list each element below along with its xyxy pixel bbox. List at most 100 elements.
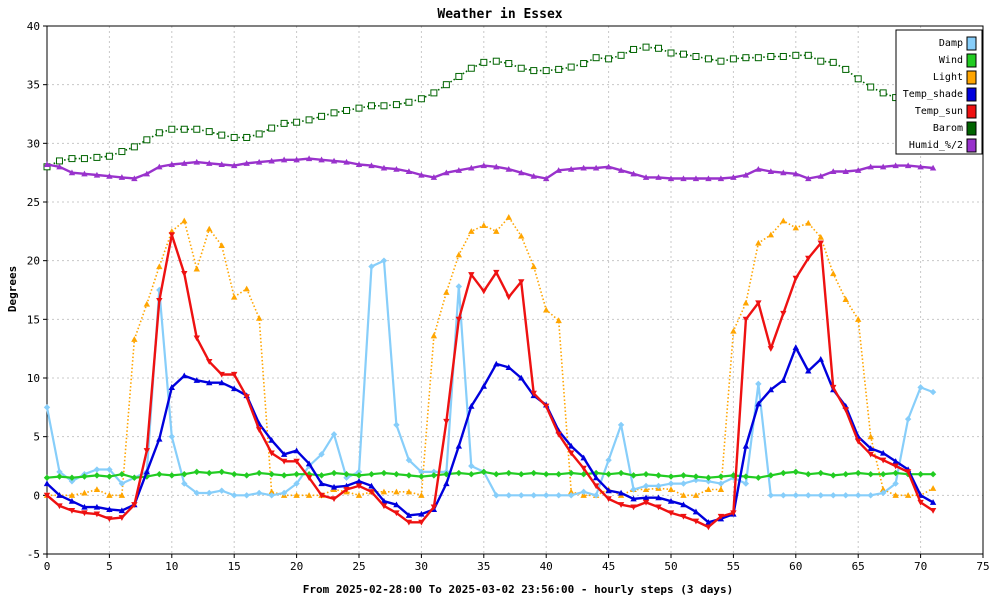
series-damp-point: [543, 492, 550, 499]
series-damp-point: [93, 466, 101, 473]
series-humid-2-point: [280, 156, 288, 163]
series-humid-2-point: [143, 170, 151, 177]
series-wind-point: [355, 472, 363, 479]
series-damp-point: [605, 456, 612, 464]
legend-light-swatch: [966, 70, 977, 85]
series-temp-shade-point: [892, 458, 899, 464]
series-wind-point: [805, 471, 812, 478]
series-temp-sun-point: [780, 310, 787, 317]
legend: Damp Wind Light Temp_shade Temp_sun Barom Humi…: [895, 29, 983, 155]
series-barom-point: [829, 58, 837, 66]
series-humid-2-point: [443, 169, 450, 176]
series-wind-point: [493, 471, 500, 478]
series-temp-shade-point: [605, 487, 612, 494]
series-damp-point: [680, 480, 687, 487]
series-wind-point: [780, 469, 787, 477]
series-light-point: [93, 486, 101, 493]
x-tick-label: 65: [852, 560, 865, 573]
y-tick-label: 0: [33, 489, 40, 502]
series-light-point: [106, 492, 113, 498]
series-wind: [43, 468, 937, 481]
legend-damp-swatch: [966, 36, 977, 51]
series-light-point: [543, 306, 550, 313]
series-temp-sun-point: [393, 510, 400, 517]
legend-wind-label: Wind: [939, 55, 963, 66]
series-humid-2-point: [705, 175, 712, 182]
series-barom-point: [567, 63, 575, 71]
series-temp-shade-point: [630, 495, 637, 502]
series-barom-point: [817, 57, 825, 65]
series-light-point: [443, 289, 450, 295]
series-wind-point: [530, 469, 537, 477]
series-temp-sun-point: [730, 510, 737, 517]
series-humid-2-point: [904, 162, 912, 169]
x-tick-label: 50: [664, 560, 677, 573]
series-temp-sun-point: [181, 271, 188, 277]
series-damp-point: [468, 462, 475, 470]
x-tick-label: 5: [106, 560, 113, 573]
series-wind-point: [817, 469, 824, 477]
series-humid-2-point: [355, 161, 363, 168]
series-wind-point: [56, 473, 63, 480]
series-barom-point: [417, 95, 425, 103]
series-temp-sun-point: [742, 316, 750, 323]
series-humid-2-point: [93, 171, 101, 178]
series-light-point: [193, 265, 200, 272]
x-tick-label: 55: [727, 560, 740, 573]
series-barom-point: [430, 89, 438, 97]
series-humid-2-point: [293, 156, 300, 163]
series-barom-point: [480, 58, 488, 66]
series-light-point: [904, 492, 912, 498]
series-light-point: [405, 488, 413, 495]
y-tick-label: 15: [27, 313, 40, 326]
series-humid-2-point: [505, 165, 512, 172]
series-temp-sun-point: [380, 503, 388, 510]
series-humid-2-point: [630, 170, 637, 177]
series-wind-point: [518, 471, 525, 478]
series-light-point: [929, 485, 937, 491]
series-light-point: [805, 219, 812, 226]
series-light-point: [418, 492, 425, 498]
series-wind-point: [405, 472, 413, 479]
series-barom-point: [630, 45, 638, 53]
series-damp-point: [742, 480, 750, 487]
series-temp-sun-point: [455, 316, 463, 323]
series-damp-point: [168, 433, 175, 440]
series-barom-point: [592, 54, 600, 62]
series-barom-point: [667, 49, 675, 57]
series-light-point: [305, 492, 313, 498]
x-tick-label: 10: [165, 560, 178, 573]
series-barom-line: [46, 46, 934, 168]
series-damp-point: [929, 388, 937, 396]
series-temp-sun-point: [855, 438, 862, 445]
series-light-point: [430, 332, 438, 339]
series-humid-2-point: [43, 161, 51, 168]
series-light-point: [642, 486, 650, 493]
series-light-point: [518, 232, 525, 239]
series-damp-point: [917, 384, 924, 391]
series-light-point: [355, 492, 363, 498]
series-humid-2-point: [680, 175, 687, 182]
series-temp-sun-point: [368, 489, 375, 496]
series-damp-point: [430, 468, 438, 476]
series-barom-point: [330, 109, 338, 117]
series-temp-sun-point: [592, 483, 600, 490]
series-temp-sun-point: [81, 510, 88, 517]
series-temp-shade-point: [742, 442, 750, 449]
series-damp-point: [405, 456, 413, 464]
series-humid-2-point: [667, 175, 675, 182]
x-tick-label: 20: [290, 560, 303, 573]
series-barom-point: [405, 98, 413, 106]
series-wind-point: [206, 469, 213, 477]
series-light-point: [243, 285, 250, 292]
series-wind-point: [318, 472, 325, 479]
series-temp-sun-point: [642, 499, 650, 506]
series-temp-sun-point: [268, 450, 275, 457]
series-light-point: [380, 488, 388, 495]
series-temp-shade-point: [156, 435, 163, 442]
series-light-point: [468, 228, 475, 234]
series-humid-2-point: [642, 174, 650, 180]
series-wind-point: [867, 471, 874, 478]
series-temp-sun-point: [605, 496, 612, 503]
